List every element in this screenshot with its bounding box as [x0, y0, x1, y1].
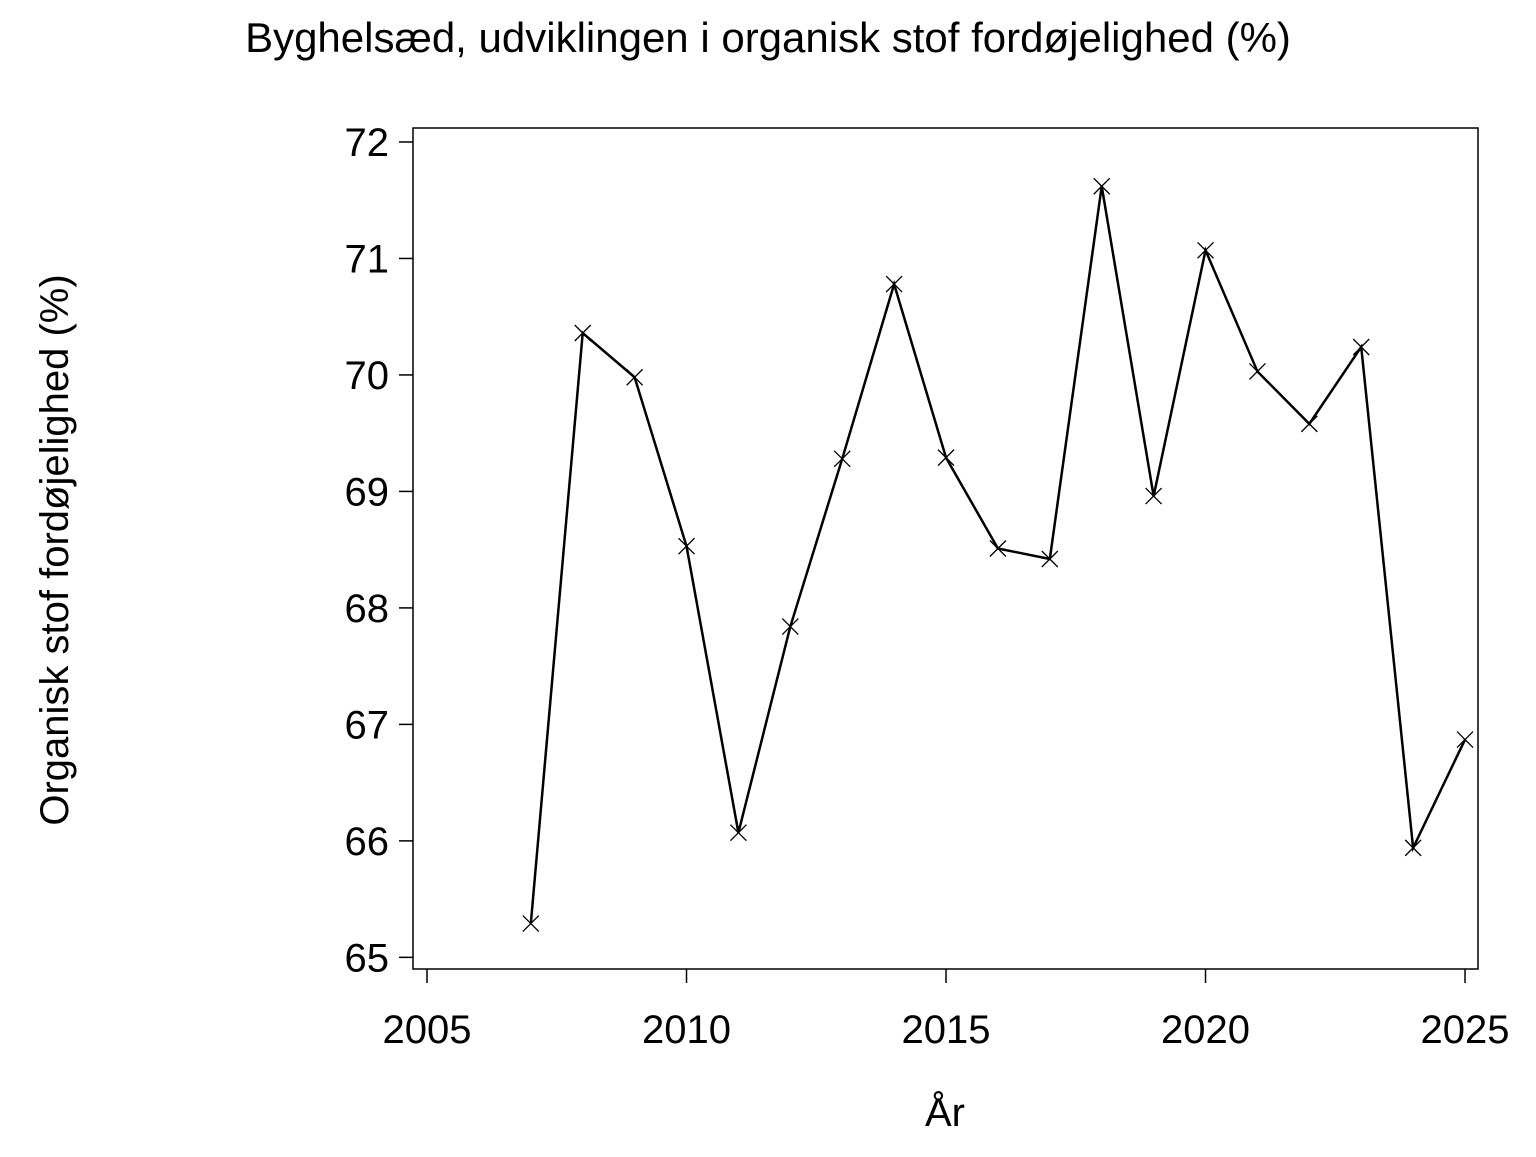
chart-title: Byghelsæd, udviklingen i organisk stof f… [245, 14, 1291, 61]
x-axis-label: År [925, 1090, 965, 1135]
x-tick-label: 2005 [383, 1008, 472, 1052]
data-point [885, 275, 903, 293]
data-point [1352, 338, 1370, 356]
y-tick-label: 72 [345, 121, 390, 165]
x-tick-label: 2010 [642, 1008, 731, 1052]
data-point [729, 824, 747, 842]
data-point [522, 915, 540, 933]
data-point [833, 450, 851, 468]
data-point [781, 618, 799, 636]
data-point [1248, 362, 1266, 380]
y-tick-label: 65 [345, 936, 390, 980]
plot-frame [412, 127, 1479, 970]
data-line [529, 186, 1467, 924]
data-point [1093, 177, 1111, 195]
y-tick-label: 69 [345, 470, 390, 514]
y-tick-label: 67 [345, 703, 390, 747]
data-point [989, 540, 1007, 557]
x-tick-label: 2015 [902, 1008, 991, 1052]
x-tick-label: 2025 [1421, 1008, 1510, 1052]
x-tick-label: 2020 [1161, 1008, 1250, 1052]
y-tick-label: 71 [345, 237, 390, 281]
data-point [1300, 415, 1318, 433]
y-axis-label: Organisk stof fordøjelighed (%) [33, 274, 77, 825]
data-point [937, 449, 955, 467]
y-tick-label: 66 [345, 820, 390, 864]
data-point [1145, 487, 1163, 505]
data-point [1197, 241, 1214, 259]
data-point [1041, 550, 1059, 568]
data-point [574, 324, 592, 342]
data-point [678, 537, 695, 555]
data-point [1404, 839, 1422, 857]
data-point [626, 368, 644, 386]
y-tick-label: 70 [345, 354, 390, 398]
y-tick-label: 68 [345, 587, 390, 631]
data-point [1456, 731, 1474, 748]
